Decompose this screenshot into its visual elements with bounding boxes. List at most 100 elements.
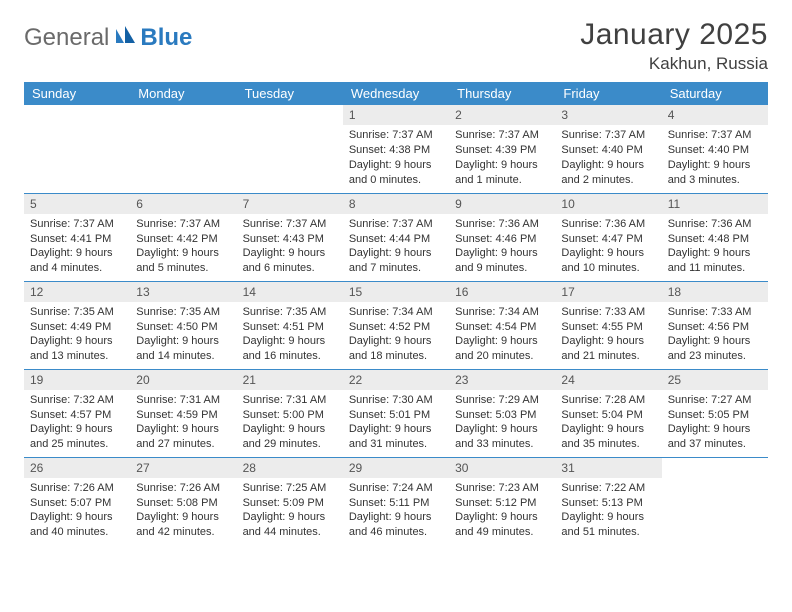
calendar-day-cell: 5Sunrise: 7:37 AMSunset: 4:41 PMDaylight… xyxy=(24,193,130,281)
sunrise-line: Sunrise: 7:30 AM xyxy=(349,393,443,408)
sunrise-line: Sunrise: 7:26 AM xyxy=(30,481,124,496)
daylight-line-a: Daylight: 9 hours xyxy=(243,422,337,437)
sunset-line: Sunset: 5:03 PM xyxy=(455,408,549,423)
sunset-line: Sunset: 5:13 PM xyxy=(561,496,655,511)
calendar-day-cell: 20Sunrise: 7:31 AMSunset: 4:59 PMDayligh… xyxy=(130,369,236,457)
sunrise-line: Sunrise: 7:34 AM xyxy=(455,305,549,320)
day-number: 11 xyxy=(662,194,768,214)
calendar-day-cell: 30Sunrise: 7:23 AMSunset: 5:12 PMDayligh… xyxy=(449,457,555,545)
calendar-week-row: 19Sunrise: 7:32 AMSunset: 4:57 PMDayligh… xyxy=(24,369,768,457)
daylight-line-b: and 6 minutes. xyxy=(243,261,337,276)
calendar-day-cell: 2Sunrise: 7:37 AMSunset: 4:39 PMDaylight… xyxy=(449,105,555,193)
sunrise-line: Sunrise: 7:37 AM xyxy=(668,128,762,143)
daylight-line-a: Daylight: 9 hours xyxy=(668,422,762,437)
daylight-line-a: Daylight: 9 hours xyxy=(455,510,549,525)
daylight-line-b: and 2 minutes. xyxy=(561,173,655,188)
calendar-day-cell xyxy=(24,105,130,193)
daylight-line-b: and 11 minutes. xyxy=(668,261,762,276)
sunrise-line: Sunrise: 7:35 AM xyxy=(243,305,337,320)
sunset-line: Sunset: 4:49 PM xyxy=(30,320,124,335)
calendar-day-cell: 9Sunrise: 7:36 AMSunset: 4:46 PMDaylight… xyxy=(449,193,555,281)
weekday-header-row: SundayMondayTuesdayWednesdayThursdayFrid… xyxy=(24,82,768,105)
weekday-header: Monday xyxy=(130,82,236,105)
day-number: 18 xyxy=(662,282,768,302)
day-content: Sunrise: 7:26 AMSunset: 5:07 PMDaylight:… xyxy=(24,478,130,544)
weekday-header: Thursday xyxy=(449,82,555,105)
sunset-line: Sunset: 4:57 PM xyxy=(30,408,124,423)
daylight-line-a: Daylight: 9 hours xyxy=(243,334,337,349)
day-content: Sunrise: 7:25 AMSunset: 5:09 PMDaylight:… xyxy=(237,478,343,544)
weekday-header: Saturday xyxy=(662,82,768,105)
daylight-line-a: Daylight: 9 hours xyxy=(30,246,124,261)
logo-text-general: General xyxy=(24,24,109,52)
day-number: 14 xyxy=(237,282,343,302)
sunrise-line: Sunrise: 7:37 AM xyxy=(30,217,124,232)
sunrise-line: Sunrise: 7:22 AM xyxy=(561,481,655,496)
sunrise-line: Sunrise: 7:27 AM xyxy=(668,393,762,408)
calendar-day-cell: 12Sunrise: 7:35 AMSunset: 4:49 PMDayligh… xyxy=(24,281,130,369)
sunrise-line: Sunrise: 7:36 AM xyxy=(561,217,655,232)
daylight-line-a: Daylight: 9 hours xyxy=(349,422,443,437)
daylight-line-b: and 18 minutes. xyxy=(349,349,443,364)
day-content: Sunrise: 7:37 AMSunset: 4:42 PMDaylight:… xyxy=(130,214,236,280)
sunset-line: Sunset: 4:40 PM xyxy=(668,143,762,158)
calendar-week-row: 5Sunrise: 7:37 AMSunset: 4:41 PMDaylight… xyxy=(24,193,768,281)
daylight-line-b: and 27 minutes. xyxy=(136,437,230,452)
daylight-line-b: and 10 minutes. xyxy=(561,261,655,276)
sunrise-line: Sunrise: 7:28 AM xyxy=(561,393,655,408)
day-content: Sunrise: 7:35 AMSunset: 4:51 PMDaylight:… xyxy=(237,302,343,368)
daylight-line-a: Daylight: 9 hours xyxy=(349,246,443,261)
day-content: Sunrise: 7:37 AMSunset: 4:38 PMDaylight:… xyxy=(343,125,449,191)
sunset-line: Sunset: 4:44 PM xyxy=(349,232,443,247)
day-content: Sunrise: 7:22 AMSunset: 5:13 PMDaylight:… xyxy=(555,478,661,544)
daylight-line-a: Daylight: 9 hours xyxy=(349,158,443,173)
daylight-line-b: and 51 minutes. xyxy=(561,525,655,540)
daylight-line-b: and 49 minutes. xyxy=(455,525,549,540)
day-content: Sunrise: 7:31 AMSunset: 4:59 PMDaylight:… xyxy=(130,390,236,456)
sunrise-line: Sunrise: 7:34 AM xyxy=(349,305,443,320)
sunrise-line: Sunrise: 7:35 AM xyxy=(30,305,124,320)
daylight-line-b: and 1 minute. xyxy=(455,173,549,188)
logo-sail-icon xyxy=(114,24,136,52)
logo: General Blue xyxy=(24,18,192,52)
calendar-day-cell: 18Sunrise: 7:33 AMSunset: 4:56 PMDayligh… xyxy=(662,281,768,369)
calendar-day-cell xyxy=(237,105,343,193)
day-content: Sunrise: 7:31 AMSunset: 5:00 PMDaylight:… xyxy=(237,390,343,456)
location-label: Kakhun, Russia xyxy=(580,54,768,74)
page-title: January 2025 xyxy=(580,18,768,52)
logo-text-blue: Blue xyxy=(140,24,192,52)
calendar-day-cell: 16Sunrise: 7:34 AMSunset: 4:54 PMDayligh… xyxy=(449,281,555,369)
calendar-day-cell: 29Sunrise: 7:24 AMSunset: 5:11 PMDayligh… xyxy=(343,457,449,545)
calendar-day-cell: 22Sunrise: 7:30 AMSunset: 5:01 PMDayligh… xyxy=(343,369,449,457)
daylight-line-b: and 33 minutes. xyxy=(455,437,549,452)
sunrise-line: Sunrise: 7:37 AM xyxy=(349,128,443,143)
day-number: 6 xyxy=(130,194,236,214)
calendar-day-cell: 15Sunrise: 7:34 AMSunset: 4:52 PMDayligh… xyxy=(343,281,449,369)
calendar-day-cell: 31Sunrise: 7:22 AMSunset: 5:13 PMDayligh… xyxy=(555,457,661,545)
day-content: Sunrise: 7:35 AMSunset: 4:49 PMDaylight:… xyxy=(24,302,130,368)
day-number: 7 xyxy=(237,194,343,214)
calendar-day-cell: 11Sunrise: 7:36 AMSunset: 4:48 PMDayligh… xyxy=(662,193,768,281)
daylight-line-b: and 40 minutes. xyxy=(30,525,124,540)
sunset-line: Sunset: 5:05 PM xyxy=(668,408,762,423)
weekday-header: Tuesday xyxy=(237,82,343,105)
day-number: 10 xyxy=(555,194,661,214)
daylight-line-a: Daylight: 9 hours xyxy=(668,334,762,349)
day-number: 16 xyxy=(449,282,555,302)
sunset-line: Sunset: 5:12 PM xyxy=(455,496,549,511)
daylight-line-a: Daylight: 9 hours xyxy=(136,334,230,349)
header: General Blue January 2025 Kakhun, Russia xyxy=(24,18,768,74)
calendar-day-cell xyxy=(130,105,236,193)
sunset-line: Sunset: 4:42 PM xyxy=(136,232,230,247)
sunrise-line: Sunrise: 7:24 AM xyxy=(349,481,443,496)
daylight-line-b: and 42 minutes. xyxy=(136,525,230,540)
calendar-week-row: 1Sunrise: 7:37 AMSunset: 4:38 PMDaylight… xyxy=(24,105,768,193)
day-content: Sunrise: 7:37 AMSunset: 4:40 PMDaylight:… xyxy=(662,125,768,191)
day-number: 20 xyxy=(130,370,236,390)
sunrise-line: Sunrise: 7:26 AM xyxy=(136,481,230,496)
calendar-day-cell: 23Sunrise: 7:29 AMSunset: 5:03 PMDayligh… xyxy=(449,369,555,457)
daylight-line-b: and 5 minutes. xyxy=(136,261,230,276)
sunrise-line: Sunrise: 7:37 AM xyxy=(561,128,655,143)
day-number: 13 xyxy=(130,282,236,302)
title-block: January 2025 Kakhun, Russia xyxy=(580,18,768,74)
